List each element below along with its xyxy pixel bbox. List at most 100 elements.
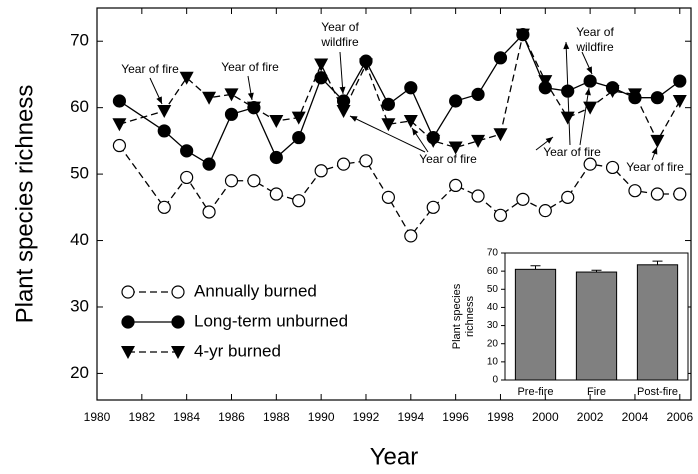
plot-frame bbox=[96, 7, 692, 401]
marker bbox=[336, 104, 351, 118]
inset-y-tick-label: 10 bbox=[487, 356, 499, 367]
annotation: Year of fire bbox=[419, 152, 477, 166]
y-tick-label: 40 bbox=[70, 230, 89, 249]
marker bbox=[650, 91, 664, 105]
marker bbox=[628, 184, 642, 198]
inset-x-tick-label: Fire bbox=[587, 386, 606, 398]
inset-y-tick-label: 30 bbox=[487, 320, 499, 331]
marker bbox=[202, 205, 216, 219]
marker bbox=[180, 144, 194, 158]
marker bbox=[627, 88, 642, 102]
arrow-head bbox=[651, 147, 658, 155]
marker bbox=[471, 87, 485, 101]
bar bbox=[636, 264, 679, 381]
annotation-arrow bbox=[339, 51, 344, 95]
x-axis-label: Year bbox=[370, 443, 419, 470]
marker bbox=[314, 58, 329, 72]
marker bbox=[583, 157, 597, 171]
marker bbox=[202, 91, 217, 105]
error-bar bbox=[591, 269, 602, 273]
x-tick-label: 1998 bbox=[487, 410, 514, 424]
marker bbox=[672, 95, 687, 109]
x-tick-label: 1986 bbox=[218, 410, 245, 424]
inset-y-tick-label: 60 bbox=[487, 266, 499, 277]
marker bbox=[292, 130, 306, 145]
marker bbox=[449, 178, 463, 192]
legend-marker bbox=[121, 315, 135, 329]
marker bbox=[538, 204, 552, 218]
marker bbox=[381, 190, 395, 204]
bar bbox=[514, 268, 557, 381]
marker bbox=[515, 28, 530, 42]
marker bbox=[247, 174, 261, 188]
marker bbox=[426, 200, 440, 214]
x-tick-label: 2004 bbox=[622, 410, 649, 424]
annotation-arrow bbox=[349, 115, 426, 153]
x-tick-label: 1984 bbox=[173, 410, 200, 424]
marker bbox=[157, 124, 171, 138]
marker bbox=[269, 114, 284, 128]
marker bbox=[516, 192, 530, 206]
inset-y-tick-label: 40 bbox=[487, 302, 499, 313]
marker bbox=[560, 111, 575, 125]
arrow-head bbox=[545, 137, 553, 144]
marker bbox=[605, 160, 620, 175]
annotation: Year of fire bbox=[626, 160, 684, 174]
legend-label: Long-term unburned bbox=[194, 311, 348, 330]
legend-marker bbox=[171, 285, 185, 299]
marker bbox=[314, 164, 328, 178]
y-tick-label: 20 bbox=[70, 363, 89, 382]
legend-marker bbox=[121, 346, 135, 359]
marker bbox=[493, 128, 508, 142]
annotation: Year of fire bbox=[221, 60, 279, 74]
x-tick-label: 1988 bbox=[263, 410, 290, 424]
marker bbox=[359, 154, 373, 168]
y-tick-label: 70 bbox=[70, 31, 89, 50]
marker bbox=[561, 190, 575, 204]
arrow-head bbox=[339, 86, 346, 94]
x-tick-label: 2000 bbox=[532, 410, 559, 424]
y-tick-label: 50 bbox=[70, 164, 89, 183]
marker bbox=[426, 134, 441, 148]
x-tick-label: 1992 bbox=[353, 410, 380, 424]
y-axis-label: Plant species richness bbox=[11, 85, 38, 324]
inset-y-axis-label: Plant species bbox=[451, 283, 463, 349]
legend-marker bbox=[121, 285, 135, 299]
inset-x-tick-label: Post-fire bbox=[637, 386, 678, 398]
marker bbox=[448, 141, 463, 155]
marker bbox=[269, 150, 283, 165]
inset-y-tick-label: 50 bbox=[487, 284, 499, 295]
marker bbox=[291, 111, 306, 125]
marker bbox=[673, 74, 687, 88]
marker bbox=[493, 51, 508, 65]
marker bbox=[381, 118, 396, 132]
marker bbox=[471, 134, 486, 148]
arrow-head bbox=[586, 66, 592, 74]
annotation-arrow bbox=[579, 87, 590, 146]
annotation-arrow bbox=[565, 41, 571, 146]
marker bbox=[269, 187, 283, 201]
marker bbox=[246, 101, 261, 115]
y-tick-label: 30 bbox=[70, 296, 89, 315]
x-tick-label: 1996 bbox=[442, 410, 469, 424]
error-bar bbox=[652, 260, 663, 265]
legend-marker bbox=[171, 315, 185, 329]
marker bbox=[403, 114, 418, 128]
marker bbox=[179, 71, 194, 85]
marker bbox=[224, 174, 239, 188]
inset-y-axis-label: richness bbox=[464, 296, 476, 337]
marker bbox=[650, 187, 664, 201]
inset-y-tick-label: 20 bbox=[487, 338, 499, 349]
inset-x-tick-label: Pre-fire bbox=[517, 386, 553, 398]
marker bbox=[358, 58, 373, 72]
marker bbox=[381, 97, 395, 111]
arrow-head bbox=[156, 96, 162, 104]
legend-label: Annually burned bbox=[194, 281, 317, 300]
x-tick-label: 1990 bbox=[308, 410, 335, 424]
marker bbox=[336, 157, 351, 171]
marker bbox=[493, 208, 508, 222]
marker bbox=[202, 157, 216, 171]
arrow-head bbox=[350, 116, 358, 122]
error-bar bbox=[530, 265, 541, 270]
